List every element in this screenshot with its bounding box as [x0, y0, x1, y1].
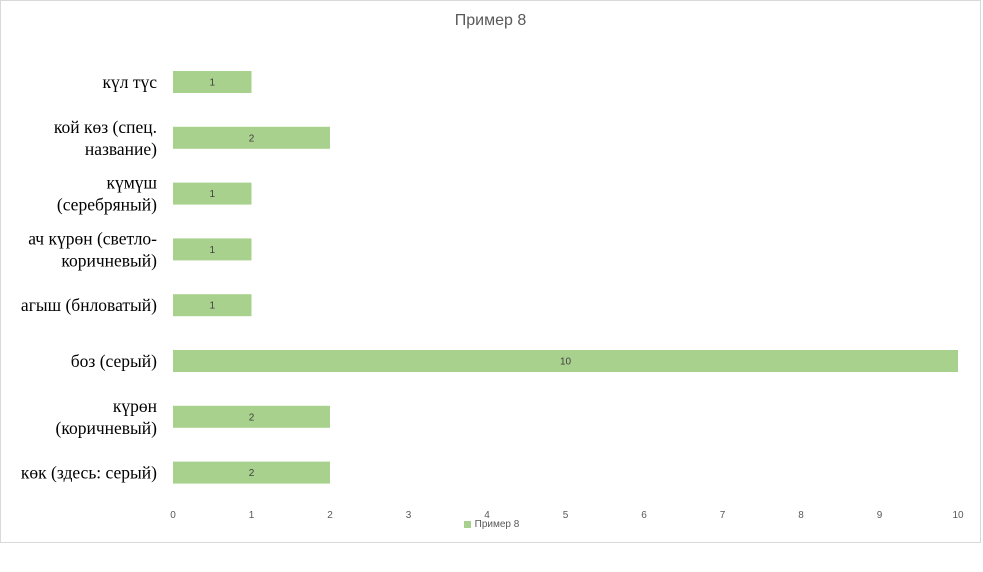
x-tick-label: 7 [720, 510, 726, 521]
x-tick-label: 6 [641, 510, 647, 521]
category-label: күмүш [106, 173, 157, 193]
category-label: агыш (бнловатый) [21, 295, 157, 315]
data-label: 2 [249, 133, 255, 144]
bar [173, 126, 330, 149]
category-label: боз (серый) [71, 351, 157, 371]
category-label: (коричневый) [56, 418, 158, 438]
data-label: 1 [209, 189, 215, 200]
x-tick-label: 8 [798, 510, 804, 521]
data-label: 2 [249, 468, 255, 479]
bar [173, 350, 958, 372]
bar [173, 182, 252, 205]
bar [173, 405, 330, 428]
legend-swatch [463, 521, 471, 528]
legend-label: Пример 8 [474, 519, 520, 530]
category-label: күл түс [102, 72, 157, 92]
bar [173, 238, 252, 261]
bar [173, 294, 252, 317]
category-label: (серебряный) [57, 195, 157, 215]
category-label: ач күрөн (светло- [28, 228, 157, 248]
x-tick-label: 9 [877, 510, 883, 521]
x-tick-label: 5 [563, 510, 569, 521]
data-label: 1 [209, 301, 215, 312]
chart-title: Пример 8 [454, 12, 527, 29]
category-label: коричневый) [61, 250, 157, 270]
x-tick-label: 3 [406, 510, 412, 521]
x-tick-label: 0 [170, 510, 176, 521]
data-label: 1 [209, 245, 215, 256]
x-tick-label: 1 [249, 510, 255, 521]
data-label: 1 [209, 78, 215, 89]
bar [173, 461, 330, 484]
data-label: 10 [560, 357, 572, 368]
x-tick-label: 2 [327, 510, 333, 521]
chart-frame [0, 0, 981, 543]
category-label: кой көз (спец. [54, 117, 157, 137]
category-label: күрөн [113, 396, 157, 416]
legend: Пример 8 [0, 519, 983, 530]
category-label: название) [85, 139, 157, 159]
category-label: көк (здесь: серый) [21, 463, 157, 483]
x-tick-label: 4 [484, 510, 490, 521]
x-tick-label: 10 [952, 510, 964, 521]
data-label: 2 [249, 412, 255, 423]
bar [173, 71, 252, 93]
